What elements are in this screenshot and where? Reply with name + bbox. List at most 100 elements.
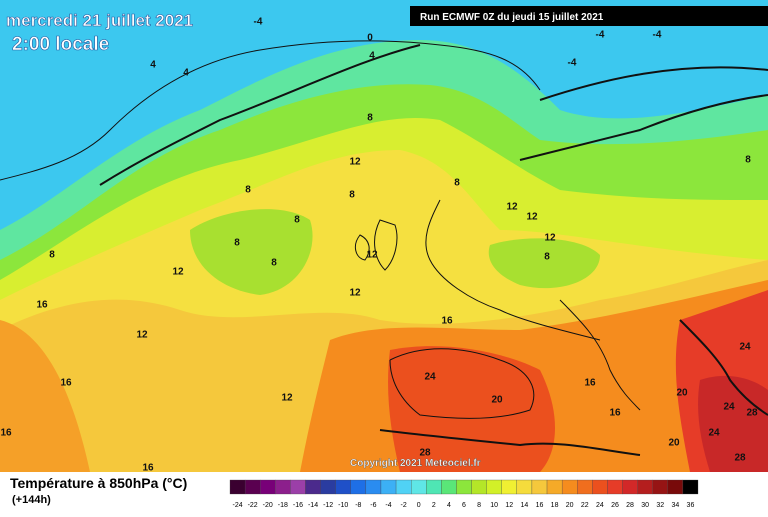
contour-label: 12 <box>544 233 556 244</box>
scale-swatch <box>229 479 246 495</box>
coastlines <box>0 40 768 456</box>
contour-label: 28 <box>419 448 431 459</box>
contour-label: 12 <box>136 330 148 341</box>
scale-swatch <box>380 479 397 495</box>
scale-label: 14 <box>520 502 528 509</box>
contour-label: 20 <box>676 388 688 399</box>
scale-label: -18 <box>278 502 288 509</box>
scale-swatch <box>652 479 668 495</box>
scale-label: 22 <box>581 502 589 509</box>
contour-label: 24 <box>708 428 720 439</box>
scale-label: -16 <box>293 502 303 509</box>
contour-label: 4 <box>369 51 375 62</box>
scale-label: 36 <box>687 502 695 509</box>
scale-label: 18 <box>551 502 559 509</box>
contour-label: 4 <box>183 68 189 79</box>
contour-label: 8 <box>745 155 751 166</box>
contour-label: 8 <box>234 238 240 249</box>
contour-label: 28 <box>746 408 758 419</box>
scale-label: 8 <box>477 502 481 509</box>
temperature-field <box>0 0 768 472</box>
scale-label: 20 <box>566 502 574 509</box>
scale-label: 4 <box>447 502 451 509</box>
scale-swatch <box>682 479 699 495</box>
color-scale: -24 -22 -20 -18 -16 -14 -12 -10 -8 -6 -4 -2 0 2 4 6 8 10 1… <box>229 479 699 509</box>
scale-label: -12 <box>323 502 333 509</box>
contour-label: 16 <box>36 300 48 311</box>
map-time: 2:00 locale <box>12 34 109 55</box>
scale-swatch <box>607 479 623 495</box>
run-info: Run ECMWF 0Z du jeudi 15 juillet 2021 <box>420 12 604 23</box>
contour-label: 16 <box>441 316 453 327</box>
contour-label: 8 <box>245 185 251 196</box>
scale-swatch <box>622 479 638 495</box>
run-box <box>410 6 768 26</box>
contour-label: -4 <box>254 17 263 28</box>
contour-label: 8 <box>49 250 55 261</box>
scale-swatch <box>335 479 351 495</box>
scale-label: 32 <box>656 502 664 509</box>
scale-label: 30 <box>641 502 649 509</box>
scale-label: 26 <box>611 502 619 509</box>
contour-label: 24 <box>723 402 735 413</box>
scale-swatch <box>577 479 593 495</box>
scale-label: -22 <box>248 502 258 509</box>
contour-label: 20 <box>491 395 503 406</box>
contour-label: 8 <box>544 252 550 263</box>
contour-label: 12 <box>526 212 538 223</box>
scale-swatch <box>592 479 608 495</box>
scale-swatch <box>441 479 457 495</box>
scale-label: -20 <box>263 502 273 509</box>
scale-swatch <box>501 479 517 495</box>
contour-label: 16 <box>60 378 72 389</box>
scale-swatch <box>561 479 578 495</box>
scale-swatch <box>350 479 367 495</box>
contour-label: 8 <box>454 178 460 189</box>
contour-label: 0 <box>367 33 373 44</box>
scale-swatch <box>260 479 276 495</box>
contour-labels: -4 0 4 4 4 -4 -4 -4 8 12 8 8 8 12 12 8 8 8 8 12 8 12 8 12 12 16 16… <box>0 17 758 474</box>
scale-label: 6 <box>462 502 466 509</box>
map-date: mercredi 21 juillet 2021 <box>6 11 193 30</box>
legend-lead: (+144h) <box>12 494 51 506</box>
scale-swatch <box>320 479 336 495</box>
scale-swatch <box>516 479 533 495</box>
contour-label: 16 <box>609 408 621 419</box>
scale-swatch <box>305 479 321 495</box>
contour-label: 8 <box>367 113 373 124</box>
scale-swatch <box>395 479 412 495</box>
scale-swatch <box>667 479 684 495</box>
contour-label: -4 <box>653 30 662 41</box>
scale-swatch <box>290 479 306 495</box>
contour-label: 12 <box>172 267 184 278</box>
scale-label: -10 <box>338 502 348 509</box>
contour-label: 28 <box>734 453 746 464</box>
scale-label: -8 <box>355 502 361 509</box>
scale-label: -14 <box>308 502 318 509</box>
contour-label: 12 <box>506 202 518 213</box>
contour-label: 8 <box>349 190 355 201</box>
contour-label: 12 <box>281 393 293 404</box>
scale-swatch <box>546 479 563 495</box>
scale-swatch <box>365 479 382 495</box>
scale-swatch <box>411 479 427 495</box>
contour-label: 12 <box>349 288 361 299</box>
scale-label: -24 <box>232 502 242 509</box>
scale-swatch <box>486 479 502 495</box>
scale-label: -6 <box>370 502 376 509</box>
contour-label: 16 <box>142 463 154 474</box>
contour-label: -4 <box>568 58 577 69</box>
scale-swatch <box>471 479 487 495</box>
scale-label: 12 <box>505 502 513 509</box>
legend-title: Température à 850hPa (°C) <box>10 475 187 491</box>
contour-label: 4 <box>150 60 156 71</box>
scale-label: 28 <box>626 502 634 509</box>
scale-label: 0 <box>417 502 421 509</box>
scale-swatch <box>244 479 261 495</box>
scale-label: 24 <box>596 502 604 509</box>
contour-label: 12 <box>349 157 361 168</box>
scale-swatch <box>275 479 291 495</box>
contour-label: 20 <box>668 438 680 449</box>
contour-label: 8 <box>294 215 300 226</box>
